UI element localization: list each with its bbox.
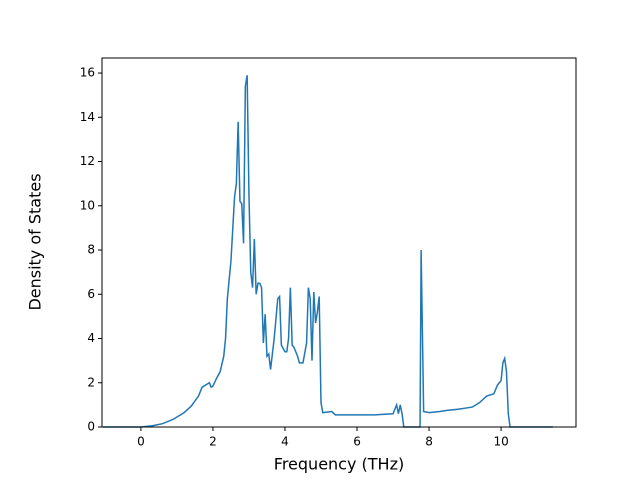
y-tick-label: 14	[80, 110, 95, 124]
y-axis-label: Density of States	[26, 173, 45, 310]
y-tick-label: 4	[87, 331, 95, 345]
plot-frame	[101, 57, 577, 428]
y-tick-label: 2	[87, 375, 95, 389]
y-tick-label: 6	[87, 287, 95, 301]
x-axis-label: Frequency (THz)	[274, 455, 404, 474]
x-tick-label: 2	[209, 435, 217, 449]
y-tick-label: 8	[87, 243, 95, 257]
y-tick-label: 10	[80, 198, 95, 212]
line	[103, 75, 553, 428]
x-tick-label: 6	[353, 435, 361, 449]
x-tick-label: 10	[493, 435, 508, 449]
x-tick-label: 0	[137, 435, 145, 449]
x-tick-label: 4	[281, 435, 289, 449]
x-tick-label: 8	[425, 435, 433, 449]
y-tick-label: 16	[80, 66, 95, 80]
y-tick-label: 0	[87, 420, 95, 434]
y-tick-label: 12	[80, 154, 95, 168]
